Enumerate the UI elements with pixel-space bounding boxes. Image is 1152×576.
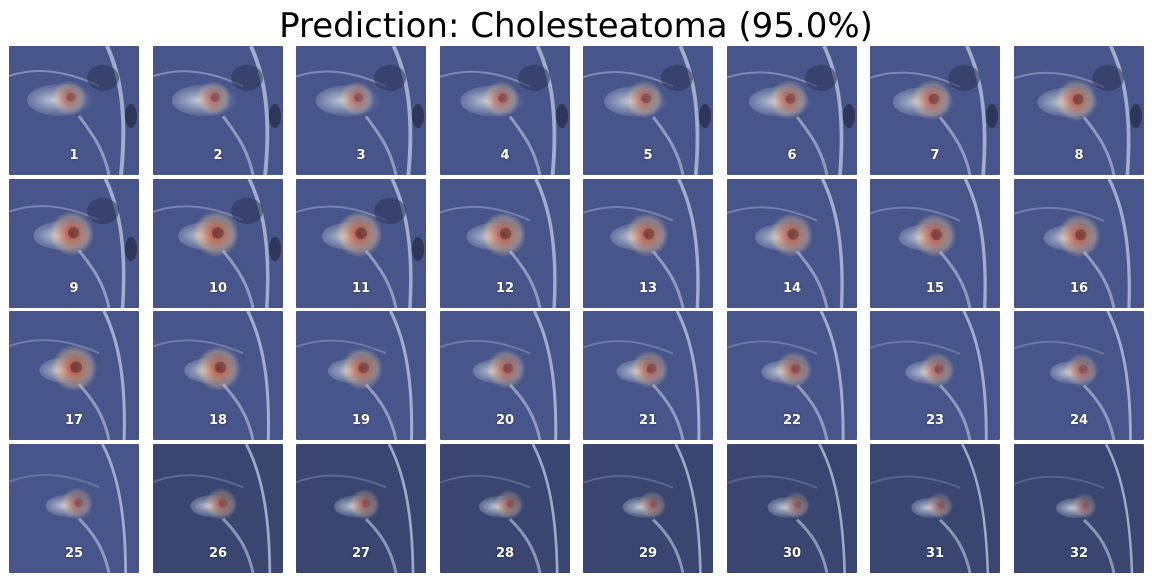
ct-slice-tile: 16 (1014, 179, 1144, 308)
ct-slice-image (440, 311, 570, 440)
slice-number-label: 17 (64, 413, 84, 428)
slice-number-label: 32 (1069, 546, 1089, 561)
ct-slice-image (296, 311, 426, 440)
ct-slice-tile: 10 (153, 179, 283, 308)
ct-slice-tile: 30 (727, 444, 857, 573)
ct-slice-image (9, 179, 139, 308)
ct-slice-image (440, 46, 570, 175)
slice-number-label: 26 (208, 546, 228, 561)
ct-slice-tile: 23 (870, 311, 1000, 440)
ct-slice-image (440, 444, 570, 573)
ct-slice-tile: 7 (870, 46, 1000, 175)
ct-slice-image (1014, 311, 1144, 440)
ct-slice-tile: 2 (153, 46, 283, 175)
ct-slice-tile: 13 (583, 179, 713, 308)
ct-slice-image (727, 311, 857, 440)
ct-slice-tile: 29 (583, 444, 713, 573)
slice-number-label: 22 (782, 413, 802, 428)
slice-number-label: 5 (643, 148, 653, 163)
slice-number-label: 29 (638, 546, 658, 561)
prediction-title: Prediction: Cholesteatoma (95.0%) (279, 6, 873, 46)
slice-number-label: 23 (925, 413, 945, 428)
ct-slice-image (583, 311, 713, 440)
ct-slice-image (583, 46, 713, 175)
slice-number-label: 9 (69, 281, 79, 296)
ct-slice-tile: 20 (440, 311, 570, 440)
slice-number-label: 27 (351, 546, 371, 561)
slice-number-label: 12 (495, 281, 515, 296)
ct-slice-image (296, 444, 426, 573)
ct-slice-tile: 18 (153, 311, 283, 440)
ct-slice-image (727, 179, 857, 308)
slice-number-label: 25 (64, 546, 84, 561)
ct-slice-tile: 8 (1014, 46, 1144, 175)
ct-slice-image (440, 179, 570, 308)
ct-slice-grid: 1 2 (9, 46, 1145, 574)
slice-number-label: 31 (925, 546, 945, 561)
slice-number-label: 18 (208, 413, 228, 428)
slice-number-label: 8 (1074, 148, 1084, 163)
ct-slice-tile: 6 (727, 46, 857, 175)
ct-slice-tile: 12 (440, 179, 570, 308)
slice-number-label: 24 (1069, 413, 1089, 428)
slice-number-label: 11 (351, 281, 371, 296)
ct-slice-tile: 11 (296, 179, 426, 308)
slice-number-label: 14 (782, 281, 802, 296)
ct-slice-tile: 22 (727, 311, 857, 440)
ct-slice-image (727, 46, 857, 175)
ct-slice-tile: 32 (1014, 444, 1144, 573)
slice-number-label: 19 (351, 413, 371, 428)
slice-number-label: 21 (638, 413, 658, 428)
ct-slice-tile: 27 (296, 444, 426, 573)
ct-slice-tile: 9 (9, 179, 139, 308)
ct-slice-image (870, 46, 1000, 175)
slice-number-label: 1 (69, 148, 79, 163)
ct-slice-image (9, 46, 139, 175)
ct-slice-image (1014, 444, 1144, 573)
slice-number-label: 13 (638, 281, 658, 296)
ct-slice-image (870, 444, 1000, 573)
slice-number-label: 7 (930, 148, 940, 163)
ct-slice-tile: 3 (296, 46, 426, 175)
ct-slice-tile: 14 (727, 179, 857, 308)
slice-number-label: 10 (208, 281, 228, 296)
slice-number-label: 6 (787, 148, 797, 163)
ct-slice-tile: 17 (9, 311, 139, 440)
slice-number-label: 2 (213, 148, 223, 163)
ct-slice-tile: 28 (440, 444, 570, 573)
slice-number-label: 28 (495, 546, 515, 561)
ct-slice-image (870, 179, 1000, 308)
ct-slice-image (9, 311, 139, 440)
slice-number-label: 15 (925, 281, 945, 296)
ct-slice-image (1014, 179, 1144, 308)
ct-slice-tile: 31 (870, 444, 1000, 573)
ct-slice-tile: 24 (1014, 311, 1144, 440)
ct-slice-image (870, 311, 1000, 440)
ct-slice-tile: 26 (153, 444, 283, 573)
ct-slice-image (296, 46, 426, 175)
ct-slice-tile: 21 (583, 311, 713, 440)
ct-slice-image (583, 444, 713, 573)
slice-number-label: 4 (500, 148, 510, 163)
ct-slice-image (583, 179, 713, 308)
ct-slice-tile: 15 (870, 179, 1000, 308)
ct-slice-image (9, 444, 139, 573)
ct-slice-image (296, 179, 426, 308)
ct-slice-tile: 4 (440, 46, 570, 175)
slice-number-label: 30 (782, 546, 802, 561)
ct-slice-image (153, 46, 283, 175)
ct-slice-tile: 25 (9, 444, 139, 573)
slice-number-label: 3 (356, 148, 366, 163)
ct-slice-image (1014, 46, 1144, 175)
ct-slice-tile: 1 (9, 46, 139, 175)
ct-slice-image (153, 179, 283, 308)
slice-number-label: 16 (1069, 281, 1089, 296)
ct-slice-image (153, 444, 283, 573)
slice-number-label: 20 (495, 413, 515, 428)
ct-slice-tile: 19 (296, 311, 426, 440)
ct-slice-image (727, 444, 857, 573)
ct-slice-tile: 5 (583, 46, 713, 175)
ct-slice-image (153, 311, 283, 440)
